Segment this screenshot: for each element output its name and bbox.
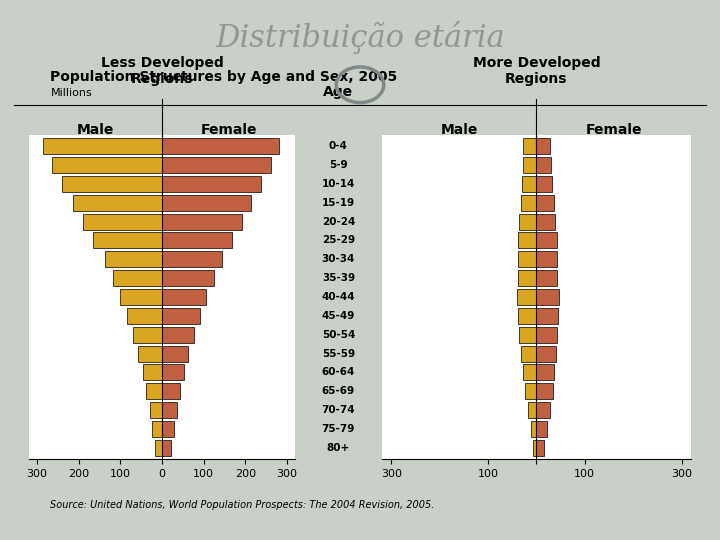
Text: 45-49: 45-49 <box>322 311 355 321</box>
Text: 40-44: 40-44 <box>322 292 355 302</box>
Text: Distribuição etária: Distribuição etária <box>215 21 505 55</box>
Bar <box>62 176 162 192</box>
Bar <box>536 138 550 154</box>
Bar <box>113 270 162 286</box>
Bar <box>120 289 162 305</box>
Bar <box>536 176 552 192</box>
Bar <box>94 233 162 248</box>
Text: 30-34: 30-34 <box>322 254 355 264</box>
Text: 55-59: 55-59 <box>322 348 355 359</box>
Text: Age: Age <box>323 85 354 99</box>
Bar <box>162 421 174 437</box>
Text: 15-19: 15-19 <box>322 198 355 208</box>
Text: Source: United Nations, World Population Prospects: The 2004 Revision, 2005.: Source: United Nations, World Population… <box>50 500 435 510</box>
Bar <box>162 176 261 192</box>
Bar <box>162 327 194 343</box>
Bar <box>521 195 536 211</box>
Text: Population Structures by Age and Sex, 2005: Population Structures by Age and Sex, 20… <box>50 70 397 84</box>
Bar <box>162 383 180 399</box>
Text: 20-24: 20-24 <box>322 217 355 227</box>
Bar <box>104 251 162 267</box>
Bar <box>536 327 557 343</box>
Bar <box>523 157 536 173</box>
Bar <box>533 440 536 456</box>
Text: Less Developed
Regions: Less Developed Regions <box>101 56 223 86</box>
Bar <box>162 440 171 456</box>
Bar <box>536 289 559 305</box>
Bar <box>531 421 536 437</box>
Bar <box>518 233 536 248</box>
Bar <box>525 383 536 399</box>
Text: Female: Female <box>200 123 257 137</box>
Bar <box>536 383 553 399</box>
Text: 0-4: 0-4 <box>329 141 348 151</box>
Bar <box>83 214 162 230</box>
Text: Male: Male <box>77 123 114 137</box>
Bar <box>536 364 554 380</box>
Bar <box>518 251 536 267</box>
Bar <box>517 289 536 305</box>
Bar <box>153 421 162 437</box>
Bar <box>150 402 162 418</box>
Bar <box>162 214 242 230</box>
Text: 50-54: 50-54 <box>322 330 355 340</box>
Bar <box>536 157 551 173</box>
Bar <box>518 270 536 286</box>
Bar <box>162 346 188 361</box>
Text: 70-74: 70-74 <box>322 405 355 415</box>
Text: Male: Male <box>441 123 477 137</box>
Bar <box>536 195 554 211</box>
Bar <box>143 364 162 380</box>
Bar <box>536 421 547 437</box>
Bar <box>133 327 162 343</box>
Bar <box>162 402 177 418</box>
Text: 80+: 80+ <box>327 443 350 453</box>
Bar <box>138 346 162 361</box>
Text: 60-64: 60-64 <box>322 367 355 377</box>
Bar <box>127 308 162 324</box>
Text: 35-39: 35-39 <box>322 273 355 283</box>
Bar <box>162 308 200 324</box>
Bar <box>162 157 271 173</box>
Text: Female: Female <box>585 123 642 137</box>
Bar <box>518 308 536 324</box>
Bar <box>536 270 557 286</box>
Bar <box>162 195 251 211</box>
Bar <box>155 440 162 456</box>
Bar <box>523 138 536 154</box>
Text: 10-14: 10-14 <box>322 179 355 189</box>
Bar <box>536 214 555 230</box>
Text: More Developed
Regions: More Developed Regions <box>472 56 600 86</box>
Bar <box>162 270 214 286</box>
Bar <box>536 440 544 456</box>
Bar <box>519 327 536 343</box>
Bar <box>162 138 279 154</box>
Text: 5-9: 5-9 <box>329 160 348 170</box>
Bar <box>162 233 232 248</box>
Text: Millions: Millions <box>50 88 92 98</box>
Bar <box>536 308 558 324</box>
Bar <box>52 157 162 173</box>
Text: 75-79: 75-79 <box>322 424 355 434</box>
Bar <box>162 251 222 267</box>
Bar <box>522 176 536 192</box>
Bar <box>521 346 536 361</box>
Bar <box>146 383 162 399</box>
Bar <box>536 251 557 267</box>
Bar <box>523 364 536 380</box>
Bar <box>73 195 162 211</box>
Bar <box>162 289 206 305</box>
Bar <box>519 214 536 230</box>
Bar <box>536 233 557 248</box>
Bar <box>43 138 162 154</box>
Text: 65-69: 65-69 <box>322 386 355 396</box>
Bar <box>528 402 536 418</box>
Text: 25-29: 25-29 <box>322 235 355 246</box>
Bar <box>536 346 556 361</box>
Bar <box>536 402 550 418</box>
Bar <box>162 364 184 380</box>
